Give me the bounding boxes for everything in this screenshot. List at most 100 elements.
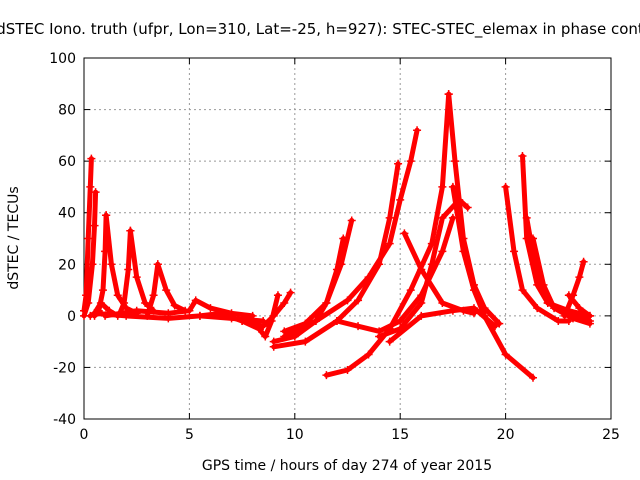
data-point xyxy=(84,234,93,243)
data-point xyxy=(396,195,405,204)
y-tick-label: 0 xyxy=(67,309,76,325)
series-14 xyxy=(280,216,356,336)
data-point xyxy=(98,286,107,295)
series-13 xyxy=(269,234,348,346)
data-point xyxy=(575,273,584,282)
data-point xyxy=(585,311,594,320)
data-point xyxy=(343,296,352,305)
data-point xyxy=(195,311,204,320)
y-axis: -40 -20 0 20 40 60 80 100 xyxy=(49,51,611,428)
data-point xyxy=(469,304,478,313)
series-28-band xyxy=(562,259,587,319)
x-axis: 0 5 10 15 20 25 xyxy=(80,58,620,443)
series-11-band xyxy=(197,290,294,329)
series-16-band xyxy=(281,127,420,339)
data-point xyxy=(400,229,409,238)
data-point xyxy=(238,317,247,326)
data-point xyxy=(585,319,594,328)
data-point xyxy=(406,157,415,166)
data-point xyxy=(495,319,504,328)
data-point xyxy=(101,311,110,320)
chart-title: dSTEC Iono. truth (ufpr, Lon=310, Lat=-2… xyxy=(0,20,640,39)
data-point xyxy=(90,221,99,230)
data-point xyxy=(88,260,97,269)
series-12 xyxy=(238,291,282,341)
data-point xyxy=(560,311,569,320)
data-point xyxy=(90,309,99,318)
data-point xyxy=(364,350,373,359)
data-point xyxy=(170,301,179,310)
y-tick-label: 80 xyxy=(58,103,76,119)
y-tick-label: 60 xyxy=(58,154,76,170)
data-point xyxy=(385,213,394,222)
data-point xyxy=(107,260,116,269)
data-point xyxy=(427,260,436,269)
series-18 xyxy=(332,213,457,336)
data-point xyxy=(448,182,457,191)
data-point xyxy=(550,304,559,313)
data-point xyxy=(463,203,472,212)
data-point xyxy=(332,317,341,326)
data-point xyxy=(132,273,141,282)
data-point xyxy=(322,371,331,380)
data-point xyxy=(91,188,100,197)
data-point xyxy=(113,291,122,300)
data-point xyxy=(564,291,573,300)
data-point xyxy=(217,309,226,318)
data-point xyxy=(259,322,268,331)
y-axis-label: dSTEC / TECUs xyxy=(6,186,22,289)
data-point xyxy=(438,182,447,191)
data-point xyxy=(311,317,320,326)
data-point xyxy=(87,154,96,163)
data-point xyxy=(491,322,500,331)
data-point xyxy=(254,324,263,333)
data-point xyxy=(149,291,158,300)
series-29 xyxy=(564,291,594,320)
y-tick-label: -40 xyxy=(53,412,76,428)
data-point xyxy=(248,311,257,320)
data-point xyxy=(444,90,453,99)
data-point xyxy=(364,273,373,282)
data-point xyxy=(153,260,162,269)
data-point xyxy=(533,304,542,313)
x-tick-label: 20 xyxy=(497,427,515,443)
data-point xyxy=(301,337,310,346)
data-point xyxy=(554,317,563,326)
series-17-band xyxy=(323,91,452,378)
data-point xyxy=(575,304,584,313)
series-23 xyxy=(385,304,500,346)
data-point xyxy=(396,317,405,326)
data-point xyxy=(518,286,527,295)
x-tick-label: 10 xyxy=(286,427,304,443)
y-tick-label: 100 xyxy=(49,51,76,67)
data-point xyxy=(354,322,363,331)
x-tick-label: 0 xyxy=(80,427,89,443)
data-point xyxy=(417,311,426,320)
data-point xyxy=(501,182,510,191)
series-2 xyxy=(80,188,100,320)
data-point xyxy=(102,211,111,220)
data-point xyxy=(269,342,278,351)
data-point xyxy=(141,298,150,307)
data-point xyxy=(417,265,426,274)
data-point xyxy=(569,314,578,323)
data-point xyxy=(261,332,270,341)
data-point xyxy=(124,265,133,274)
x-tick-label: 15 xyxy=(391,427,409,443)
data-point xyxy=(459,247,468,256)
series-10-band xyxy=(102,297,256,319)
data-point xyxy=(417,298,426,307)
series-27 xyxy=(529,234,594,328)
x-axis-label: GPS time / hours of day 274 of year 2015 xyxy=(202,458,492,474)
data-point xyxy=(375,332,384,341)
data-point xyxy=(522,213,531,222)
series-22-band xyxy=(450,184,536,381)
data-point xyxy=(529,373,538,382)
data-point xyxy=(385,337,394,346)
data-point xyxy=(438,213,447,222)
series-5-band xyxy=(117,228,133,316)
data-point xyxy=(413,126,422,135)
series-8-band xyxy=(155,261,188,314)
data-point xyxy=(86,182,95,191)
